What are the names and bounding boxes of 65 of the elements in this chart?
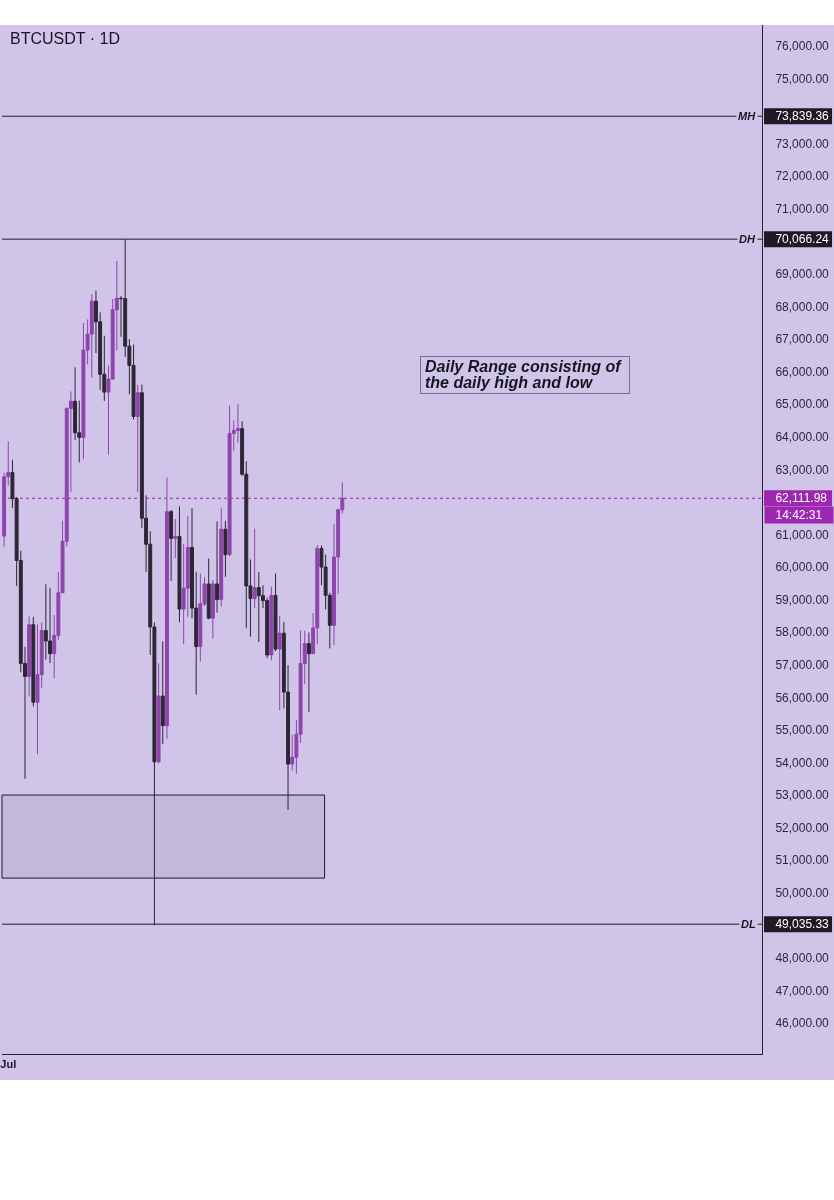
y-tick-label: 68,000.00 [775, 299, 830, 314]
candlestick [160, 640, 165, 745]
y-tick-label: 51,000.00 [775, 853, 830, 868]
y-tick-label: 63,000.00 [775, 462, 830, 477]
candlestick [306, 632, 311, 713]
candlestick [135, 384, 140, 493]
candlestick [89, 293, 94, 379]
y-tick-label: 64,000.00 [775, 429, 830, 444]
y-tick-label: 59,000.00 [775, 592, 830, 607]
candlestick [177, 505, 182, 623]
ref-line-label: MH [738, 110, 757, 122]
y-tick-label: 50,000.00 [775, 885, 830, 900]
candlestick [173, 518, 178, 559]
candlestick [273, 573, 278, 652]
y-tick-label: 56,000.00 [775, 690, 830, 705]
candlestick [81, 322, 86, 460]
y-tick-label: 70,066.24 [775, 232, 830, 247]
candlestick [256, 571, 261, 643]
candlestick [227, 405, 232, 557]
candlestick [31, 616, 36, 707]
candlestick [215, 520, 220, 614]
candlestick [156, 662, 161, 764]
y-tick-label: 75,000.00 [775, 71, 830, 86]
annotation: Daily Range consisting of the daily high and low [420, 356, 630, 394]
ref-line-label: DL [741, 918, 756, 930]
y-tick-label: 62,111.98 [775, 491, 828, 506]
y-tick-label: 52,000.00 [775, 820, 830, 835]
y-tick-label: 71,000.00 [775, 201, 830, 216]
y-tick-label: 76,000.00 [775, 39, 830, 54]
candlestick [277, 615, 282, 711]
y-tick-label: 60,000.00 [775, 560, 830, 575]
candlestick [35, 623, 40, 755]
candlestick [164, 476, 169, 740]
candlestick [27, 616, 32, 698]
y-tick-label: 66,000.00 [775, 364, 830, 379]
candlestick [206, 558, 211, 620]
candlestick [219, 507, 224, 608]
ref-line-label: DH [739, 233, 756, 245]
y-tick-label: 73,000.00 [775, 136, 830, 151]
candlestick [43, 583, 48, 661]
y-tick-label: 65,000.00 [775, 397, 830, 412]
chart-title: BTCUSDT · 1D [10, 30, 120, 48]
y-tick-label: 73,839.36 [775, 109, 830, 124]
y-tick-label: 67,000.00 [775, 332, 830, 347]
y-tick-label: 53,000.00 [775, 788, 830, 803]
y-tick-label: 72,000.00 [775, 169, 830, 184]
y-tick-label: 46,000.00 [775, 1016, 830, 1031]
y-tick-label: 47,000.00 [775, 983, 830, 998]
y-tick-label: 69,000.00 [775, 267, 830, 282]
y-tick-label: 55,000.00 [775, 723, 830, 738]
y-tick-label: 49,035.33 [775, 917, 830, 932]
y-tick-label: 61,000.00 [775, 527, 830, 542]
candlestick [169, 509, 174, 582]
y-tick-label: 54,000.00 [775, 755, 830, 770]
candlestick [48, 587, 52, 664]
candlestick [252, 528, 257, 609]
candlestick [210, 579, 215, 640]
y-tick-label: 57,000.00 [775, 657, 830, 672]
y-tick-label: 58,000.00 [775, 625, 830, 640]
candlestick [223, 520, 228, 578]
y-tick-label: 48,000.00 [775, 951, 830, 966]
x-tick-label: Jul [0, 1058, 17, 1071]
candlestick [269, 586, 274, 662]
text: 14:42:31 [775, 508, 823, 522]
candlestick [198, 573, 203, 662]
